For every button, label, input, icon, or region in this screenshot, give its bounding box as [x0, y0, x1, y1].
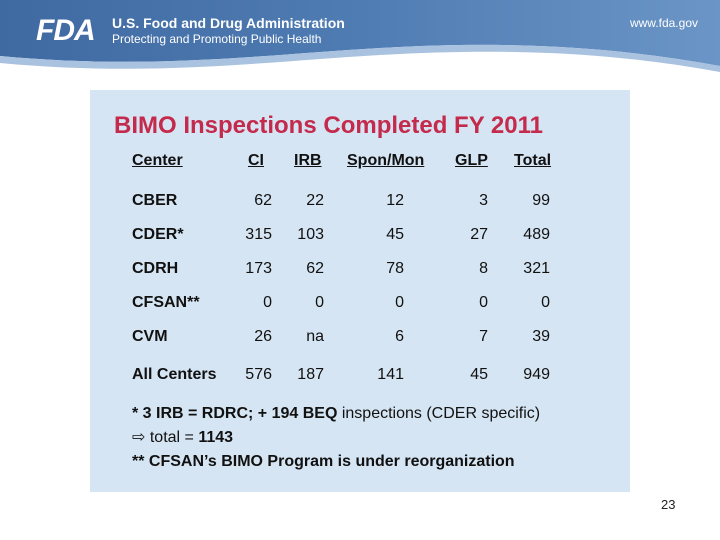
table-header-row: Center CI IRB Spon/Mon GLP Total	[90, 152, 630, 176]
glp-value: 7	[479, 328, 488, 345]
table-row-all-centers: All Centers 576 187 141 45 949	[90, 366, 630, 390]
footnote-total: ⇨ total = 1143	[132, 426, 540, 450]
footnote-cfsan: ** CFSAN’s BIMO Program is under reorgan…	[132, 453, 515, 470]
page-number: 23	[661, 497, 676, 512]
irb-value: 22	[306, 192, 324, 209]
agency-name: U.S. Food and Drug Administration	[112, 15, 345, 31]
footnote-irb-text: * 3 IRB = RDRC; + 194	[132, 405, 303, 422]
footnote-total-value: 1143	[198, 429, 234, 446]
glp-value: 0	[479, 294, 488, 311]
glp-value: 8	[479, 260, 488, 277]
glp-value: 45	[470, 366, 488, 383]
total-value: 0	[541, 294, 550, 311]
ci-value: 62	[254, 192, 272, 209]
table-row: CBER 62 22 12 3 99	[90, 192, 630, 216]
total-value: 39	[532, 328, 550, 345]
center-name: CDER*	[132, 226, 184, 243]
irb-value: 0	[315, 294, 324, 311]
total-value: 321	[523, 260, 550, 277]
center-name: CBER	[132, 192, 178, 209]
ci-value: 0	[263, 294, 272, 311]
header-band: FDA U.S. Food and Drug Administration Pr…	[0, 0, 720, 80]
glp-value: 27	[470, 226, 488, 243]
agency-tagline: Protecting and Promoting Public Health	[112, 32, 322, 46]
footnote-cder-text: inspections (CDER specific)	[337, 405, 541, 422]
irb-value: 62	[306, 260, 324, 277]
column-header-glp: GLP	[455, 152, 488, 169]
footnotes: * 3 IRB = RDRC; + 194 BEQ inspections (C…	[132, 402, 540, 474]
center-name: CVM	[132, 328, 168, 345]
center-name: All Centers	[132, 366, 217, 383]
spon-mon-value: 0	[395, 294, 404, 311]
spon-mon-value: 78	[386, 260, 404, 277]
spon-mon-value: 12	[386, 192, 404, 209]
total-value: 489	[523, 226, 550, 243]
column-header-total: Total	[514, 152, 552, 169]
spon-mon-value: 141	[377, 366, 404, 383]
header-wave-shape	[0, 0, 720, 72]
glp-value: 3	[479, 192, 488, 209]
ci-value: 315	[245, 226, 272, 243]
column-header-ci: CI	[248, 152, 264, 169]
footnote-total-label: total =	[145, 429, 199, 446]
total-value: 949	[523, 366, 550, 383]
column-header-irb: IRB	[294, 152, 322, 169]
irb-value: na	[306, 328, 324, 345]
spon-mon-value: 45	[386, 226, 404, 243]
column-header-spon-mon: Spon/Mon	[347, 152, 425, 169]
center-name: CFSAN**	[132, 294, 200, 311]
spon-mon-value: 6	[395, 328, 404, 345]
center-name: CDRH	[132, 260, 179, 277]
fda-logo: FDA	[36, 14, 96, 47]
inspections-panel: BIMO Inspections Completed FY 2011 Cente…	[90, 90, 630, 492]
ci-value: 576	[245, 366, 272, 383]
table-row: CDRH 173 62 78 8 321	[90, 260, 630, 284]
total-value: 99	[532, 192, 550, 209]
footnote-beq-text: BEQ	[302, 405, 338, 422]
site-url: www.fda.gov	[629, 16, 698, 30]
table-row: CVM 26 na 6 7 39	[90, 328, 630, 352]
table-row: CDER* 315 103 45 27 489	[90, 226, 630, 250]
arrow-right-icon: ⇨	[132, 429, 146, 446]
footnote-irb-beq: * 3 IRB = RDRC; + 194 BEQ inspections (C…	[132, 402, 540, 426]
irb-value: 103	[297, 226, 324, 243]
ci-value: 26	[254, 328, 272, 345]
column-header-center: Center	[132, 152, 183, 169]
irb-value: 187	[297, 366, 324, 383]
ci-value: 173	[245, 260, 272, 277]
table-row: CFSAN** 0 0 0 0 0	[90, 294, 630, 318]
panel-title: BIMO Inspections Completed FY 2011	[114, 112, 543, 139]
